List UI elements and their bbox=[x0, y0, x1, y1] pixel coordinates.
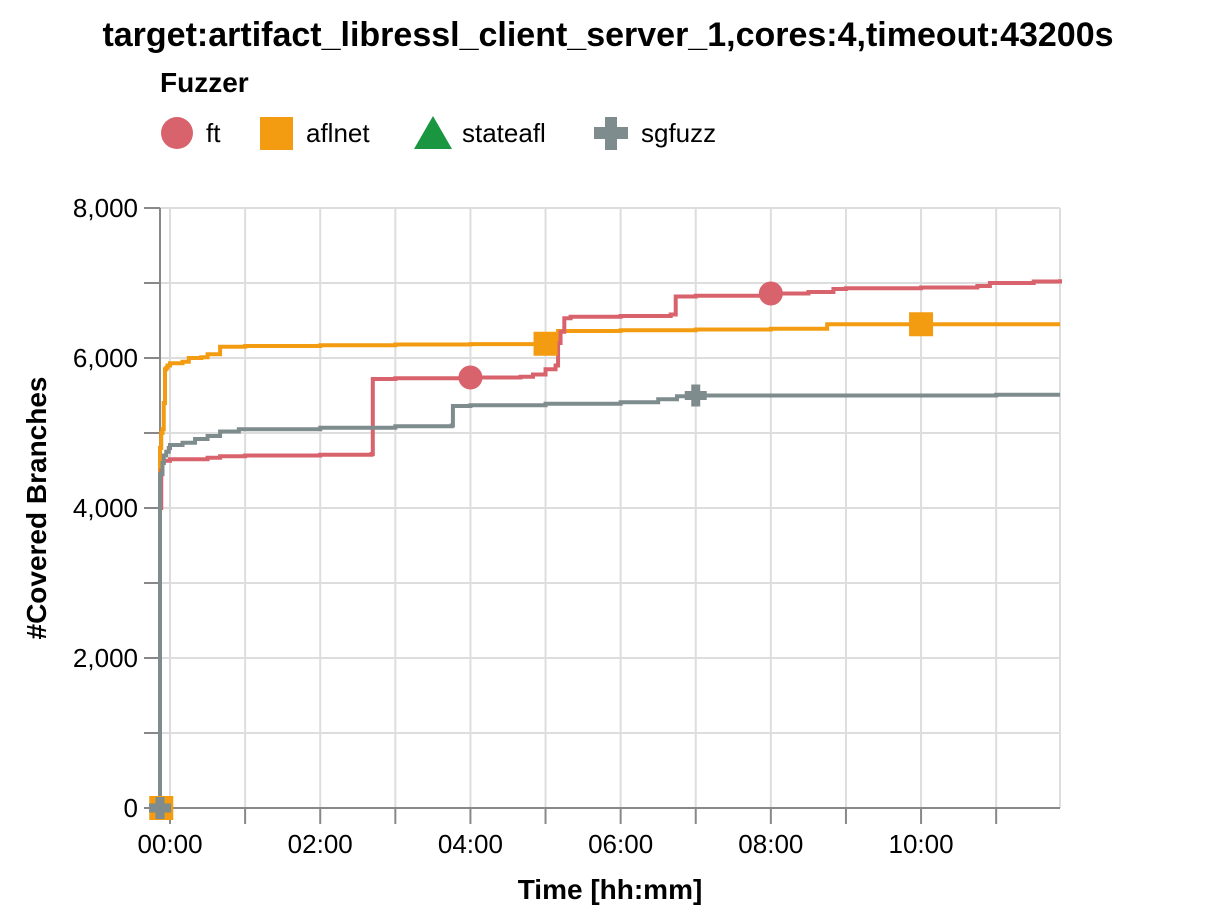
legend-label-ft: ft bbox=[206, 118, 221, 148]
grid bbox=[160, 207, 1061, 809]
x-tick-label: 06:00 bbox=[588, 829, 653, 859]
legend: Fuzzer ft aflnet stateafl sgfuzz bbox=[160, 67, 716, 150]
y-tick-label: 4,000 bbox=[73, 493, 138, 523]
x-tick-label: 02:00 bbox=[288, 829, 353, 859]
legend-label-sgfuzz: sgfuzz bbox=[641, 118, 716, 148]
y-axis-title: #Covered Branches bbox=[21, 376, 52, 639]
series-line-aflnet bbox=[158, 322, 1060, 808]
marker-aflnet bbox=[909, 312, 934, 337]
legend-swatch-aflnet bbox=[260, 117, 293, 150]
marker-ft bbox=[758, 281, 783, 306]
marker-sgfuzz bbox=[149, 797, 171, 819]
x-tick-label: 10:00 bbox=[889, 829, 954, 859]
x-tick-label: 00:00 bbox=[137, 829, 202, 859]
legend-label-stateafl: stateafl bbox=[462, 118, 546, 148]
series-line-sgfuzz bbox=[158, 392, 1060, 808]
series-layer bbox=[158, 279, 1062, 808]
marker-sgfuzz bbox=[684, 384, 707, 407]
y-tick-label: 0 bbox=[124, 793, 138, 823]
axes: 00:00 02:00 04:00 06:00 08:00 10:00 0 2,000 4,00… bbox=[73, 193, 1060, 859]
marker-layer bbox=[149, 281, 934, 820]
legend-swatch-stateafl bbox=[414, 116, 452, 149]
y-tick-label: 8,000 bbox=[73, 193, 138, 223]
legend-item-stateafl: stateafl bbox=[414, 116, 546, 149]
series-line-ft bbox=[158, 279, 1062, 808]
x-tick-label: 04:00 bbox=[438, 829, 503, 859]
marker-ft bbox=[458, 365, 483, 390]
x-axis-title: Time [hh:mm] bbox=[518, 874, 703, 905]
chart-title: target:artifact_libressl_client_server_1… bbox=[102, 16, 1113, 54]
legend-label-aflnet: aflnet bbox=[306, 118, 370, 148]
legend-swatch-ft bbox=[161, 117, 193, 149]
marker-aflnet bbox=[533, 331, 558, 356]
legend-item-sgfuzz: sgfuzz bbox=[594, 117, 716, 150]
legend-swatch-sgfuzz bbox=[594, 117, 628, 150]
x-tick-label: 08:00 bbox=[738, 829, 803, 859]
legend-item-ft: ft bbox=[161, 117, 221, 149]
y-tick-label: 6,000 bbox=[73, 343, 138, 373]
legend-item-aflnet: aflnet bbox=[260, 117, 370, 150]
legend-title: Fuzzer bbox=[160, 67, 249, 98]
y-tick-label: 2,000 bbox=[73, 643, 138, 673]
